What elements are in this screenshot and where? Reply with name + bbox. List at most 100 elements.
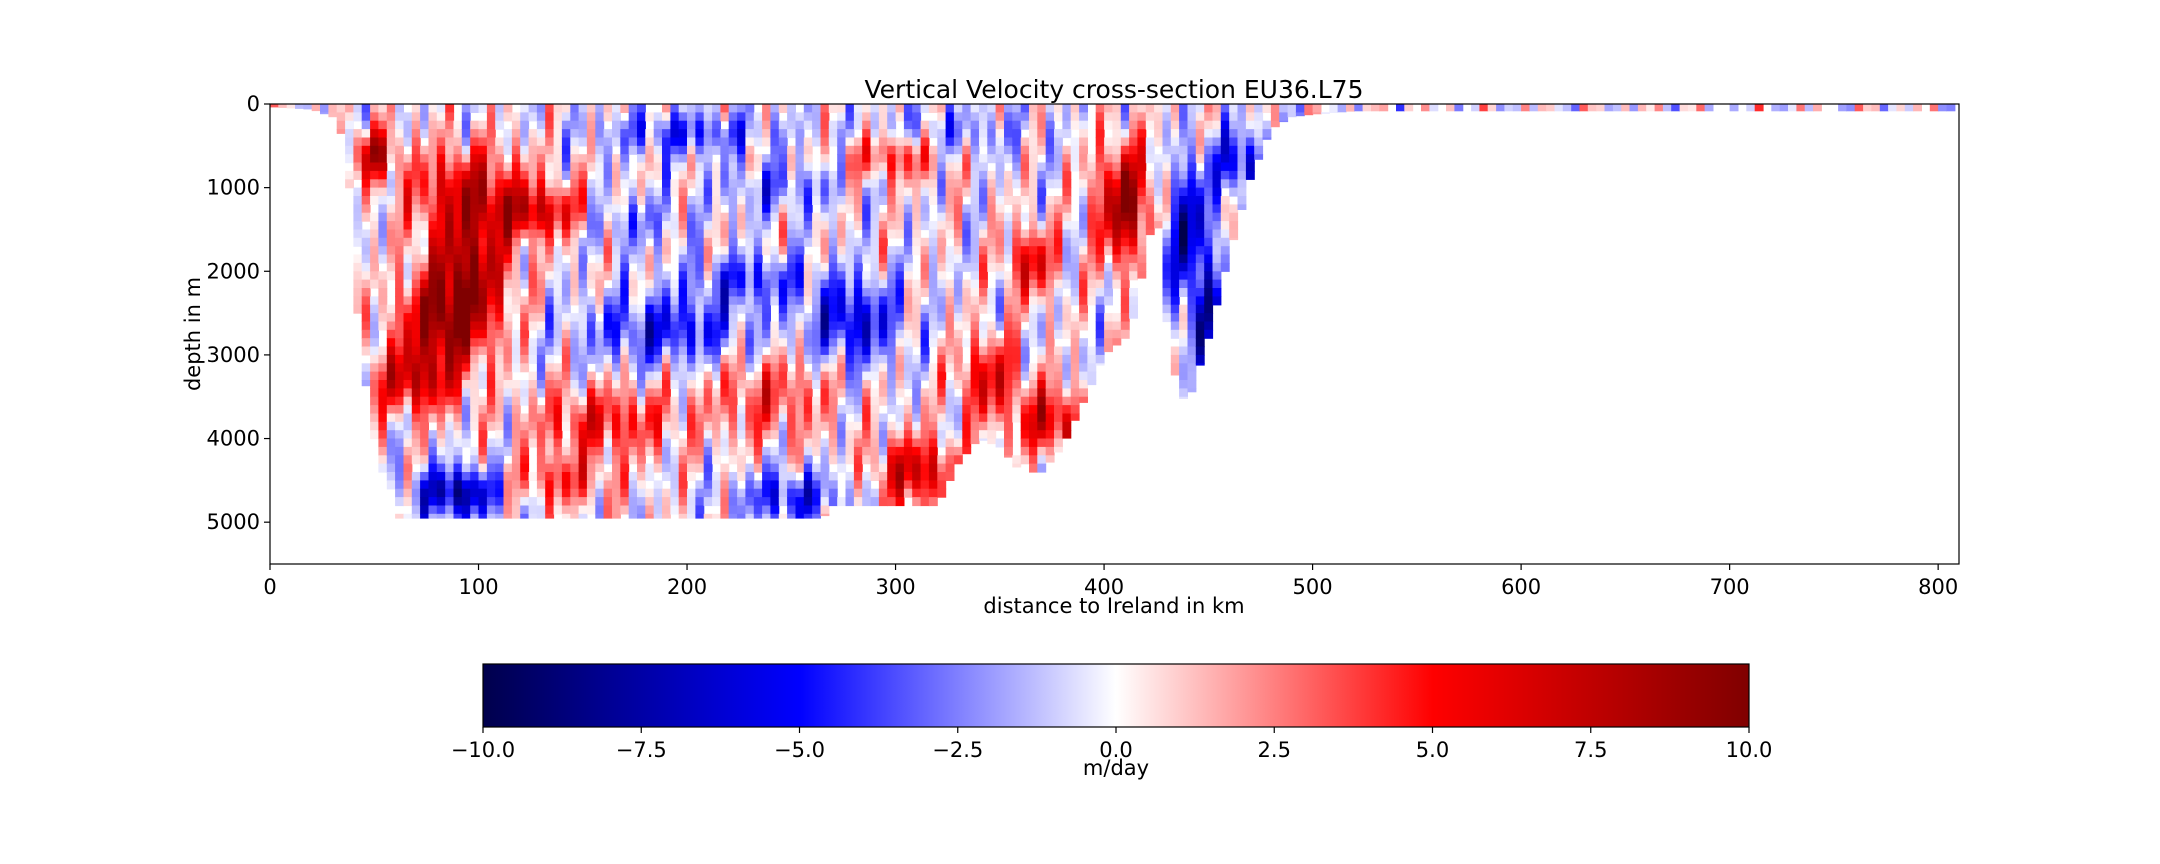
heatmap-cell (428, 371, 438, 381)
heatmap-cell (461, 154, 471, 164)
heatmap-cell (628, 288, 638, 297)
heatmap-cell (528, 162, 538, 172)
heatmap-cell (570, 104, 580, 113)
heatmap-cell (887, 204, 897, 214)
heatmap-cell (720, 388, 730, 398)
heatmap-cell (1045, 455, 1055, 463)
heatmap-cell (445, 212, 455, 222)
heatmap-cell (620, 196, 630, 205)
heatmap-cell (645, 505, 655, 515)
heatmap-cell (687, 170, 696, 180)
heatmap-cell (378, 463, 388, 473)
heatmap-cell (645, 129, 655, 139)
heatmap-cell (478, 438, 488, 448)
heatmap-cell (878, 363, 888, 373)
heatmap-cell (953, 304, 963, 314)
heatmap-cell (1120, 262, 1130, 272)
heatmap-cell (1054, 279, 1063, 289)
heatmap-cell (486, 237, 496, 247)
heatmap-cell (970, 120, 980, 130)
heatmap-cell (820, 446, 830, 456)
heatmap-cell (937, 221, 947, 231)
heatmap-cell (887, 288, 897, 297)
heatmap-cell (1037, 304, 1047, 314)
heatmap-cell (703, 288, 713, 297)
heatmap-cell (370, 296, 379, 306)
heatmap-cell (612, 497, 621, 507)
heatmap-cell (653, 120, 663, 130)
heatmap-cell (1846, 104, 1856, 112)
heatmap-cell (578, 187, 588, 197)
heatmap-cell (770, 346, 780, 356)
heatmap-cell (979, 212, 988, 222)
heatmap-cell (787, 221, 796, 231)
colorbar-tick-label: 2.5 (1258, 738, 1291, 762)
heatmap-cell (853, 430, 863, 440)
heatmap-cell (995, 237, 1005, 247)
heatmap-cell (1229, 187, 1239, 197)
heatmap-cell (353, 279, 363, 289)
heatmap-cell (361, 104, 371, 113)
heatmap-cell (979, 229, 988, 239)
heatmap-cell (386, 137, 396, 147)
heatmap-cell (778, 338, 788, 348)
heatmap-cell (695, 179, 705, 189)
heatmap-cell (378, 137, 388, 147)
heatmap-cell (928, 480, 938, 490)
heatmap-cell (953, 154, 963, 164)
heatmap-cell (687, 237, 696, 247)
heatmap-cell (1104, 338, 1113, 348)
heatmap-cell (812, 271, 821, 281)
heatmap-cell (428, 304, 438, 314)
heatmap-cell (678, 120, 688, 130)
heatmap-cell (937, 346, 947, 356)
heatmap-cell (486, 304, 496, 314)
heatmap-cell (1095, 162, 1105, 172)
heatmap-cell (1012, 170, 1022, 180)
heatmap-cell (586, 271, 596, 281)
heatmap-cell (536, 497, 546, 507)
heatmap-cell (470, 455, 480, 465)
heatmap-cell (603, 170, 613, 180)
heatmap-cell (1779, 104, 1789, 112)
heatmap-cell (612, 446, 621, 456)
heatmap-cell (478, 288, 488, 297)
heatmap-cell (1004, 421, 1013, 431)
heatmap-cell (1212, 154, 1222, 164)
heatmap-cell (903, 112, 913, 122)
heatmap-cell (378, 279, 388, 289)
heatmap-cell (637, 413, 646, 423)
heatmap-cell (778, 488, 788, 498)
heatmap-cell (612, 438, 621, 448)
heatmap-cell (878, 262, 888, 272)
heatmap-cell (903, 196, 913, 205)
heatmap-cell (603, 472, 613, 481)
heatmap-cell (470, 321, 480, 331)
heatmap-cell (1179, 346, 1188, 356)
heatmap-cell (645, 288, 655, 297)
heatmap-cell (378, 396, 388, 406)
heatmap-cell (553, 288, 563, 297)
heatmap-cell (1095, 104, 1105, 113)
heatmap-cell (753, 313, 763, 323)
heatmap-cell (803, 262, 813, 272)
heatmap-cell (570, 388, 580, 398)
heatmap-cell (762, 204, 771, 214)
heatmap-cell (561, 112, 571, 122)
heatmap-cell (1029, 196, 1038, 205)
heatmap-cell (670, 405, 680, 415)
heatmap-cell (1037, 346, 1047, 356)
heatmap-cell (561, 405, 571, 415)
heatmap-cell (1195, 229, 1205, 239)
heatmap-cell (445, 196, 455, 205)
heatmap-cell (753, 463, 763, 473)
heatmap-cell (1104, 313, 1113, 323)
heatmap-cell (461, 405, 471, 415)
heatmap-cell (470, 170, 480, 180)
heatmap-cell (845, 488, 855, 498)
heatmap-cell (1312, 104, 1322, 113)
heatmap-cell (586, 497, 596, 507)
heatmap-cell (987, 204, 997, 214)
heatmap-cell (445, 271, 455, 281)
heatmap-cell (361, 279, 371, 289)
